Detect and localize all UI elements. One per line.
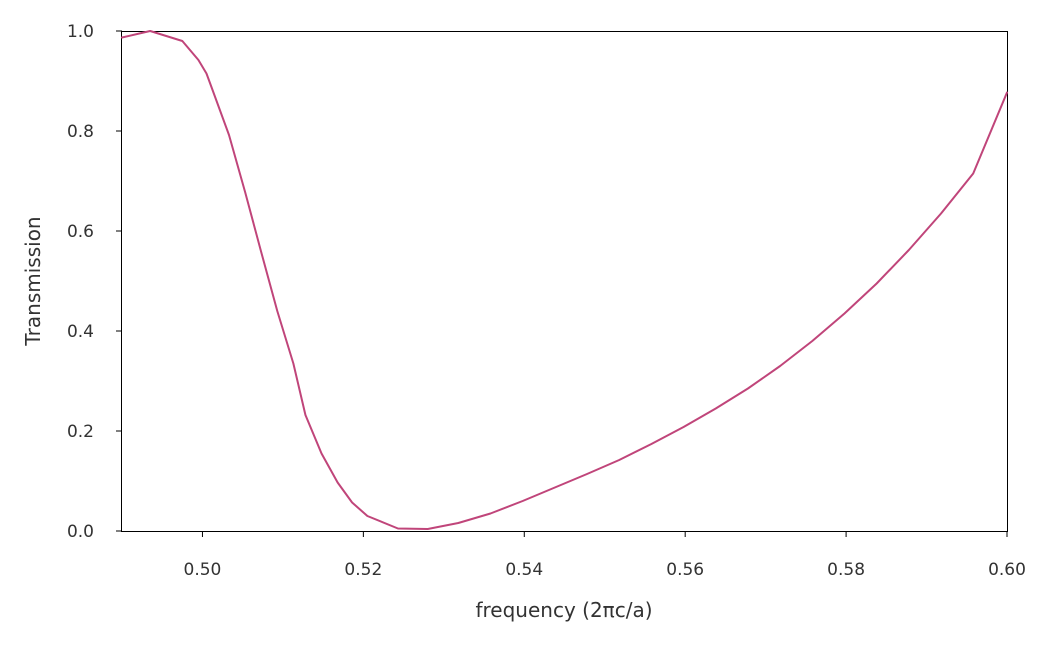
y-tick-label: 1.0 [67,22,94,42]
y-tick-label: 0.8 [67,122,94,142]
y-tick-label: 0.2 [67,422,94,442]
x-tick-label: 0.60 [988,560,1026,580]
y-tick-label: 0.4 [67,322,94,342]
transmission-series-line [121,30,1008,530]
plot-frame [121,31,1008,532]
x-tick-label: 0.56 [666,560,704,580]
x-axis: 0.50 0.52 0.54 0.56 0.58 0.60 [184,531,1026,580]
y-axis: 0.0 0.2 0.4 0.6 0.8 1.0 [67,22,122,542]
y-tick-label: 0.6 [67,222,94,242]
y-tick-label: 0.0 [67,522,94,542]
x-tick-label: 0.58 [827,560,865,580]
x-tick-label: 0.50 [184,560,222,580]
x-tick-label: 0.52 [344,560,382,580]
y-axis-label: Transmission [21,216,45,346]
x-axis-label: frequency (2πc/a) [475,598,652,622]
x-tick-label: 0.54 [505,560,543,580]
